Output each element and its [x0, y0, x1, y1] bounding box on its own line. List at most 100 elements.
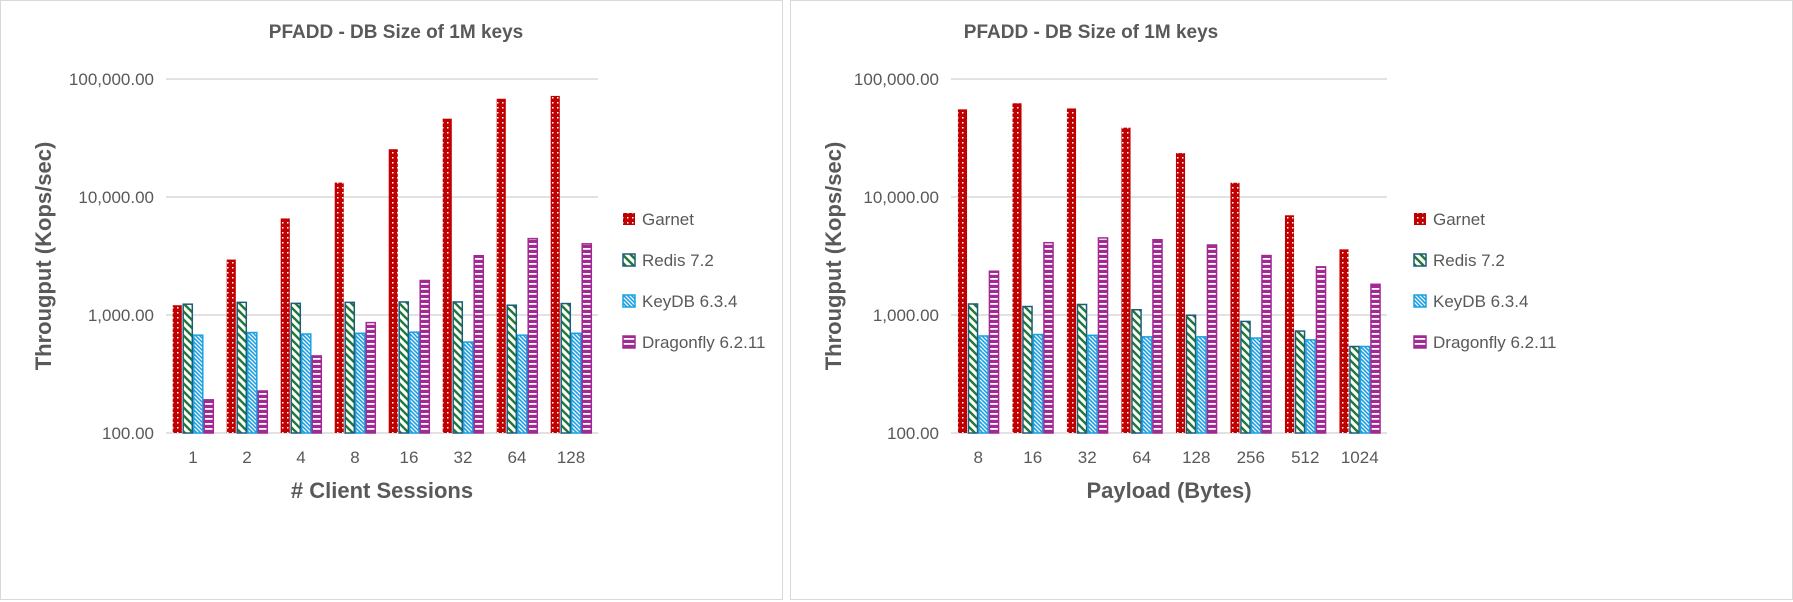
bar-dragonfly-6-2-11-16 [1043, 241, 1054, 434]
chart-panel-sessions: PFADD - DB Size of 1M keys 100.00 1,000.00… [0, 0, 783, 600]
legend-swatch [1413, 335, 1427, 349]
x-tick-label: 256 [1237, 448, 1265, 467]
bar-garnet-512 [1284, 215, 1295, 433]
bar-redis-7-2-1024 [1349, 345, 1360, 434]
bar-garnet-1024 [1339, 249, 1349, 433]
y-tick-label: 1,000.00 [873, 306, 939, 325]
bar-garnet-4 [280, 218, 290, 433]
bar-redis-7-2-64 [506, 304, 518, 434]
y-tick-label: 1,000.00 [88, 306, 154, 325]
bar-keydb-6-3-4-4 [300, 333, 312, 434]
bar-redis-7-2-128 [560, 302, 572, 434]
bar-keydb-6-3-4-128 [570, 332, 582, 434]
bar-garnet-16 [388, 149, 398, 433]
bar-keydb-6-3-4-8 [978, 335, 989, 434]
bar-dragonfly-6-2-11-16 [419, 279, 431, 434]
bar-dragonfly-6-2-11-2 [257, 390, 269, 434]
bar-redis-7-2-8 [967, 303, 979, 434]
bar-dragonfly-6-2-11-1 [203, 399, 215, 434]
bar-garnet-64 [1121, 127, 1131, 433]
legend-label: KeyDB 6.3.4 [642, 292, 737, 311]
bar-dragonfly-6-2-11-32 [1097, 237, 1109, 434]
bar-garnet-64 [496, 98, 506, 433]
y-tick-label: 10,000.00 [78, 188, 154, 207]
bar-keydb-6-3-4-8 [354, 332, 366, 434]
bar-keydb-6-3-4-32 [1087, 334, 1098, 434]
chart-panel-payload: PFADD - DB Size of 1M keys 100.00 1,000.00… [790, 0, 1793, 600]
bar-keydb-6-3-4-1 [192, 334, 204, 434]
x-tick-label: 1 [188, 448, 197, 467]
x-tick-label: 512 [1291, 448, 1319, 467]
bar-dragonfly-6-2-11-1024 [1370, 283, 1381, 434]
legend-swatch [622, 294, 636, 308]
legend-swatch [623, 213, 635, 225]
x-tick-label: 1024 [1341, 448, 1379, 467]
bar-redis-7-2-256 [1240, 320, 1251, 434]
bar-redis-7-2-1 [182, 303, 194, 434]
bar-keydb-6-3-4-128 [1196, 336, 1207, 434]
y-tick-label: 10,000.00 [863, 188, 939, 207]
bar-dragonfly-6-2-11-4 [311, 355, 323, 434]
bar-keydb-6-3-4-512 [1305, 339, 1316, 434]
bar-redis-7-2-8 [344, 301, 356, 434]
bar-redis-7-2-128 [1185, 314, 1197, 434]
x-tick-label: 8 [974, 448, 983, 467]
y-axis-title: Througput (Kops/sec) [821, 142, 846, 371]
bar-garnet-8 [957, 109, 968, 434]
legend-label: KeyDB 6.3.4 [1433, 292, 1528, 311]
bar-garnet-128 [550, 95, 560, 433]
chart-payload: PFADD - DB Size of 1M keys 100.00 1,000.00… [821, 22, 1556, 503]
legend-swatch [1414, 213, 1426, 225]
chart-sessions: PFADD - DB Size of 1M keys 100.00 1,000.00… [31, 22, 765, 503]
bar-dragonfly-6-2-11-32 [473, 254, 485, 434]
chart-title: PFADD - DB Size of 1M keys [269, 22, 523, 43]
legend-swatch [622, 335, 636, 349]
bar-garnet-256 [1230, 182, 1240, 433]
bar-dragonfly-6-2-11-64 [527, 237, 539, 434]
bar-dragonfly-6-2-11-128 [1206, 244, 1218, 434]
legend-label: Dragonfly 6.2.11 [642, 333, 765, 352]
bar-dragonfly-6-2-11-128 [581, 243, 593, 434]
bar-keydb-6-3-4-64 [516, 334, 528, 434]
bar-redis-7-2-16 [398, 301, 410, 434]
bar-dragonfly-6-2-11-8 [365, 321, 377, 434]
bar-keydb-6-3-4-16 [408, 331, 420, 434]
x-tick-label: 128 [1182, 448, 1210, 467]
x-tick-label: 16 [1023, 448, 1042, 467]
x-tick-label: 16 [400, 448, 419, 467]
bar-redis-7-2-512 [1294, 330, 1306, 434]
bar-garnet-128 [1175, 153, 1186, 433]
legend-label: Garnet [642, 210, 694, 229]
y-tick-label: 100,000.00 [854, 70, 939, 89]
bar-keydb-6-3-4-2 [246, 331, 258, 434]
bar-garnet-1 [172, 305, 182, 433]
x-tick-label: 32 [1078, 448, 1097, 467]
bar-garnet-32 [1066, 108, 1077, 434]
legend-label: Redis 7.2 [642, 251, 714, 270]
bar-keydb-6-3-4-32 [462, 341, 474, 434]
bar-redis-7-2-2 [236, 301, 248, 434]
bar-redis-7-2-16 [1022, 305, 1033, 434]
bar-redis-7-2-32 [1076, 303, 1088, 434]
chart-title: PFADD - DB Size of 1M keys [964, 22, 1218, 43]
y-tick-label: 100.00 [887, 424, 939, 443]
x-tick-label: 4 [296, 448, 305, 467]
bar-garnet-16 [1012, 103, 1022, 433]
x-tick-label: 32 [454, 448, 473, 467]
bar-keydb-6-3-4-1024 [1359, 345, 1371, 434]
bar-garnet-8 [334, 182, 344, 433]
x-tick-label: 64 [508, 448, 527, 467]
legend-label: Garnet [1433, 210, 1485, 229]
x-tick-label: 64 [1132, 448, 1151, 467]
x-tick-label: 128 [557, 448, 585, 467]
bar-keydb-6-3-4-16 [1032, 333, 1044, 434]
bar-redis-7-2-4 [290, 302, 302, 434]
x-tick-label: 8 [350, 448, 359, 467]
bar-dragonfly-6-2-11-512 [1315, 266, 1327, 434]
y-tick-label: 100.00 [102, 424, 154, 443]
bar-garnet-32 [442, 118, 452, 433]
legend-swatch [1413, 294, 1427, 308]
bar-redis-7-2-64 [1131, 308, 1142, 434]
bar-redis-7-2-32 [452, 301, 464, 434]
bar-keydb-6-3-4-256 [1250, 337, 1262, 434]
